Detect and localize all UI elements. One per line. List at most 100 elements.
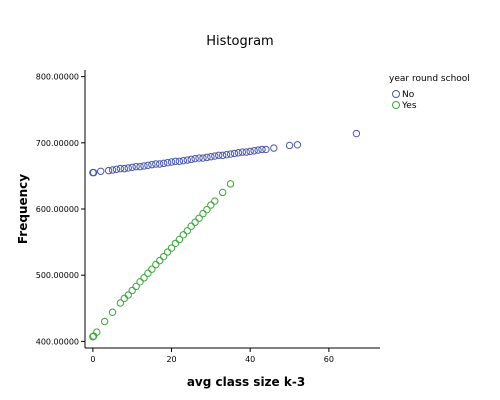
data-point-yes [175, 235, 184, 244]
data-point-yes [128, 286, 136, 295]
data-point-no [258, 145, 266, 154]
y-tick-label: 500.00000 [36, 271, 79, 280]
data-point-yes [140, 274, 148, 282]
data-point-no [152, 160, 160, 168]
data-point-yes [218, 188, 227, 197]
data-point-yes [159, 252, 168, 261]
data-point-yes [136, 278, 144, 286]
data-point-yes [132, 282, 140, 291]
legend-label-no: No [402, 90, 415, 100]
y-tick-label: 400.00000 [36, 337, 79, 346]
data-point-yes [163, 248, 172, 256]
data-point-no [211, 152, 219, 160]
data-point-no [270, 144, 278, 152]
data-point-no [179, 156, 188, 165]
data-point-no [97, 167, 105, 175]
x-tick-label: 20 [166, 355, 176, 364]
x-tick-label: 60 [324, 355, 334, 364]
data-point-no [89, 168, 98, 177]
data-point-no [156, 160, 164, 168]
data-point-yes [183, 227, 191, 235]
data-point-yes [152, 260, 160, 269]
data-point-no [234, 149, 243, 157]
data-point-no [242, 148, 250, 156]
data-point-yes [148, 265, 156, 273]
data-point-no [187, 155, 195, 164]
data-point-no [226, 150, 235, 158]
data-point-no [124, 164, 132, 172]
data-point-no [352, 129, 361, 138]
data-point-yes [167, 244, 176, 252]
x-axis-ticks: 0 20 40 60 [90, 348, 334, 364]
x-tick-label: 0 [90, 355, 95, 364]
legend-title: year round school [389, 74, 470, 84]
data-point-yes [187, 222, 195, 230]
data-point-no [285, 141, 294, 150]
data-point-yes [195, 214, 203, 222]
y-axis-ticks: 400.00000 500.00000 600.00000 700.00000 800.… [36, 73, 85, 346]
data-point-no [175, 157, 184, 166]
data-point-no [108, 166, 117, 174]
y-tick-label: 600.00000 [36, 205, 79, 214]
data-point-yes [199, 209, 207, 218]
data-point-no [222, 151, 231, 159]
data-point-yes [144, 269, 152, 277]
data-point-yes [179, 231, 188, 239]
data-point-no [159, 159, 168, 168]
data-point-no [104, 166, 113, 175]
data-point-no [199, 154, 207, 162]
data-point-no [167, 158, 176, 166]
data-point-yes [226, 180, 235, 188]
data-point-no [132, 162, 140, 171]
data-point-no [230, 149, 239, 158]
data-point-yes [116, 299, 125, 307]
legend-marker-no [392, 90, 400, 98]
y-tick-label: 800.00000 [36, 73, 79, 82]
data-point-no [112, 165, 121, 173]
data-point-no [207, 153, 215, 161]
data-point-no [136, 162, 144, 171]
data-point-no [254, 146, 262, 154]
data-point-no [116, 164, 125, 173]
y-tick-label: 700.00000 [36, 139, 79, 148]
data-point-no [293, 141, 302, 149]
legend-label-yes: Yes [401, 101, 417, 111]
data-point-yes [93, 328, 101, 336]
data-point-no [218, 151, 227, 160]
data-point-yes [203, 205, 211, 214]
data-points [89, 129, 361, 341]
legend-marker-yes [392, 101, 400, 109]
data-point-yes [207, 201, 215, 209]
data-point-no [140, 162, 148, 170]
data-point-yes [156, 256, 164, 265]
x-axis-title: avg class size k-3 [187, 375, 305, 389]
data-point-no [183, 156, 191, 164]
data-point-yes [89, 333, 97, 341]
data-point-yes [100, 317, 109, 326]
y-axis-title: Frequency [16, 174, 30, 244]
data-point-no [195, 154, 203, 162]
data-point-no [120, 164, 129, 173]
data-point-no [163, 158, 172, 167]
data-point-no [250, 147, 258, 155]
data-point-no [203, 153, 211, 162]
data-point-no [246, 147, 254, 156]
data-point-yes [191, 218, 199, 226]
data-point-yes [171, 239, 180, 248]
data-point-no [215, 151, 223, 160]
data-point-no [128, 163, 136, 172]
data-point-no [148, 160, 156, 169]
x-tick-label: 40 [245, 355, 255, 364]
data-point-yes [108, 308, 117, 316]
data-point-no [191, 154, 199, 163]
data-point-yes [211, 197, 219, 205]
data-point-no [238, 148, 247, 156]
chart-title: Histogram [206, 34, 273, 49]
data-point-yes [120, 294, 129, 303]
data-point-no [171, 157, 180, 166]
data-point-no [262, 145, 270, 154]
data-point-yes [124, 291, 132, 299]
data-point-no [144, 161, 152, 170]
